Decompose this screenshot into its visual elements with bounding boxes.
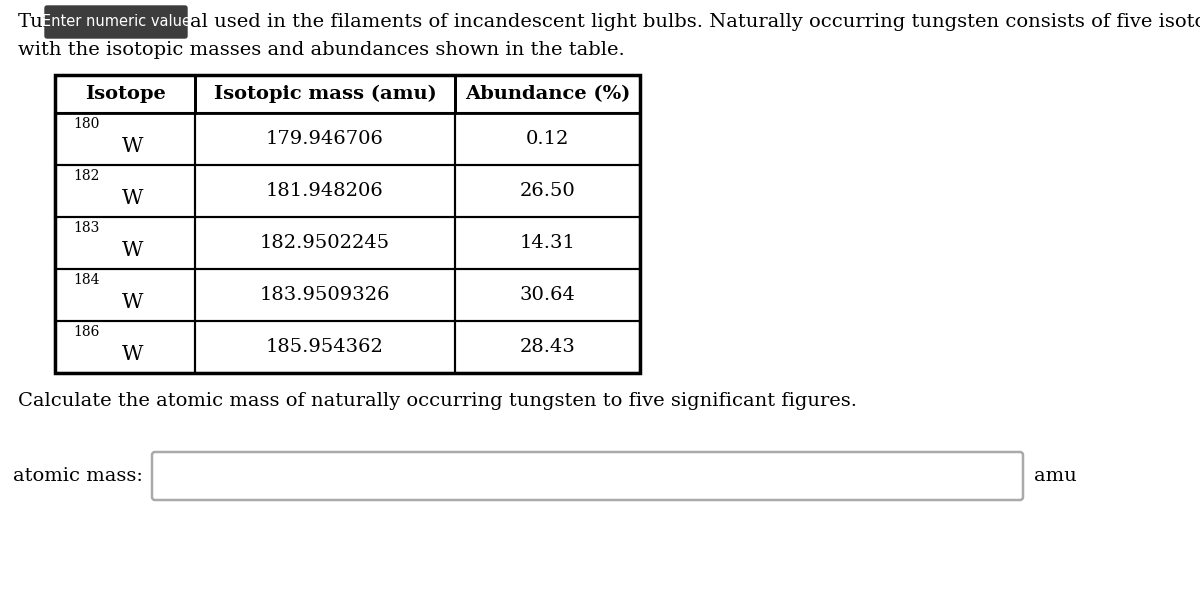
Bar bbox=[194, 321, 455, 373]
Bar bbox=[194, 217, 455, 269]
Bar bbox=[455, 269, 640, 321]
Text: Isotopic mass (amu): Isotopic mass (amu) bbox=[214, 85, 437, 103]
Text: W: W bbox=[122, 189, 144, 208]
Text: Tur: Tur bbox=[18, 13, 53, 31]
Text: 0.12: 0.12 bbox=[526, 130, 569, 148]
Text: 183.9509326: 183.9509326 bbox=[259, 286, 390, 304]
Text: Enter numeric value: Enter numeric value bbox=[42, 14, 191, 30]
Bar bbox=[55, 113, 194, 165]
Bar bbox=[55, 165, 194, 217]
Bar bbox=[455, 113, 640, 165]
Text: with the isotopic masses and abundances shown in the table.: with the isotopic masses and abundances … bbox=[18, 41, 625, 59]
Bar bbox=[455, 217, 640, 269]
Text: 182: 182 bbox=[73, 169, 100, 183]
Bar bbox=[194, 165, 455, 217]
Text: 180: 180 bbox=[73, 117, 100, 131]
Text: amu: amu bbox=[1034, 467, 1076, 485]
Bar bbox=[55, 75, 194, 113]
Bar bbox=[455, 75, 640, 113]
FancyBboxPatch shape bbox=[46, 6, 187, 38]
Bar bbox=[55, 269, 194, 321]
Text: W: W bbox=[122, 293, 144, 312]
Text: 181.948206: 181.948206 bbox=[266, 182, 384, 200]
Bar bbox=[194, 269, 455, 321]
Text: Abundance (%): Abundance (%) bbox=[464, 85, 630, 103]
Text: 183: 183 bbox=[73, 221, 100, 235]
Bar bbox=[55, 321, 194, 373]
FancyBboxPatch shape bbox=[152, 452, 1022, 500]
Text: Isotope: Isotope bbox=[85, 85, 166, 103]
Text: 30.64: 30.64 bbox=[520, 286, 576, 304]
Bar bbox=[55, 75, 640, 373]
Text: atomic mass:: atomic mass: bbox=[13, 467, 143, 485]
Text: 182.9502245: 182.9502245 bbox=[260, 234, 390, 252]
Text: 28.43: 28.43 bbox=[520, 338, 576, 356]
Bar bbox=[194, 75, 455, 113]
Text: 26.50: 26.50 bbox=[520, 182, 575, 200]
Text: W: W bbox=[122, 345, 144, 364]
Bar bbox=[455, 321, 640, 373]
Bar bbox=[194, 113, 455, 165]
Text: al used in the filaments of incandescent light bulbs. Naturally occurring tungst: al used in the filaments of incandescent… bbox=[190, 13, 1200, 31]
Text: Calculate the atomic mass of naturally occurring tungsten to five significant fi: Calculate the atomic mass of naturally o… bbox=[18, 392, 857, 410]
Text: 184: 184 bbox=[73, 273, 100, 287]
Text: 185.954362: 185.954362 bbox=[266, 338, 384, 356]
Bar bbox=[55, 217, 194, 269]
Text: 179.946706: 179.946706 bbox=[266, 130, 384, 148]
Text: 186: 186 bbox=[73, 325, 100, 339]
Text: W: W bbox=[122, 241, 144, 260]
Bar bbox=[455, 165, 640, 217]
Text: 14.31: 14.31 bbox=[520, 234, 576, 252]
Text: W: W bbox=[122, 137, 144, 156]
